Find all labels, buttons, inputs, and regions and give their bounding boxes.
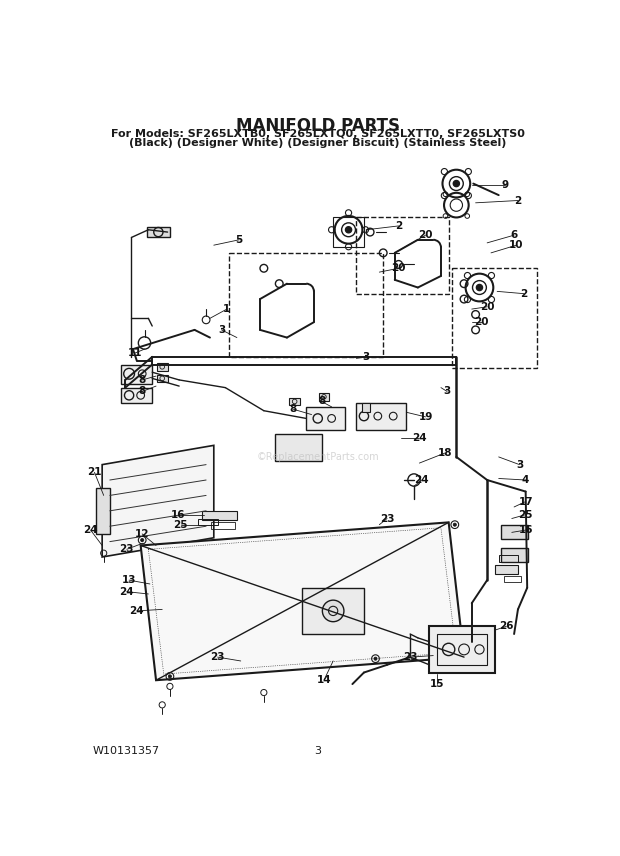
Text: 18: 18 [438, 448, 452, 458]
Bar [147, 228, 170, 237]
Bar [356, 403, 406, 430]
Text: 8: 8 [318, 396, 326, 407]
Text: 26: 26 [499, 621, 513, 632]
Bar [290, 398, 300, 406]
Text: 8: 8 [290, 404, 297, 414]
Bar [498, 556, 518, 562]
Text: 5: 5 [236, 235, 243, 245]
Polygon shape [141, 522, 464, 681]
Circle shape [345, 227, 352, 233]
Circle shape [322, 600, 344, 621]
Text: 23: 23 [380, 514, 394, 524]
Text: 2: 2 [395, 221, 402, 231]
Text: 23: 23 [403, 652, 417, 663]
Text: 24: 24 [414, 475, 429, 485]
Bar [303, 588, 364, 634]
Bar [319, 393, 329, 401]
Circle shape [169, 675, 172, 678]
Bar [157, 363, 167, 371]
Text: 16: 16 [170, 509, 185, 520]
Text: 9: 9 [502, 180, 508, 190]
Text: 2: 2 [515, 195, 521, 205]
Text: 20: 20 [474, 318, 489, 327]
Text: 25: 25 [174, 520, 188, 530]
Text: 24: 24 [120, 586, 134, 597]
Text: 25: 25 [518, 509, 533, 520]
Text: 20: 20 [418, 230, 433, 241]
Circle shape [453, 523, 456, 526]
Text: 24: 24 [130, 606, 144, 616]
Bar [122, 365, 152, 383]
Text: 16: 16 [518, 525, 533, 535]
Circle shape [374, 657, 377, 660]
Text: 19: 19 [418, 412, 433, 422]
Bar [501, 548, 528, 562]
Circle shape [141, 538, 144, 542]
Text: 3: 3 [516, 460, 523, 470]
Bar [501, 525, 528, 538]
Text: 12: 12 [135, 529, 149, 539]
Text: 10: 10 [509, 241, 524, 250]
Bar [202, 511, 237, 520]
Text: For Models: SF265LXTB0, SF265LXTQ0, SF265LXTT0, SF265LXTS0: For Models: SF265LXTB0, SF265LXTQ0, SF26… [111, 129, 525, 139]
Bar [198, 519, 218, 525]
Polygon shape [102, 445, 214, 557]
Text: 8: 8 [138, 375, 146, 385]
Text: 2: 2 [520, 288, 528, 299]
Text: 3: 3 [362, 352, 369, 362]
Bar [453, 268, 537, 368]
Text: ©ReplacementParts.com: ©ReplacementParts.com [257, 452, 379, 462]
Bar [504, 575, 521, 582]
Bar [356, 217, 449, 294]
Text: 11: 11 [128, 348, 143, 358]
Text: (Black) (Designer White) (Designer Biscuit) (Stainless Steel): (Black) (Designer White) (Designer Biscu… [129, 138, 507, 148]
Text: 13: 13 [122, 575, 136, 586]
Text: 21: 21 [87, 467, 102, 478]
Text: 6: 6 [510, 230, 518, 241]
Text: 3: 3 [314, 746, 321, 756]
Text: 20: 20 [391, 264, 406, 273]
Text: 24: 24 [412, 432, 427, 443]
Text: 20: 20 [480, 302, 494, 312]
Bar [275, 434, 322, 461]
Text: 23: 23 [210, 652, 225, 663]
Bar [122, 388, 152, 403]
Text: 3: 3 [443, 386, 451, 396]
Bar [229, 253, 383, 357]
Text: 17: 17 [518, 496, 533, 507]
Bar [211, 522, 234, 528]
Text: 4: 4 [522, 475, 529, 485]
Text: W10131357: W10131357 [93, 746, 160, 756]
Circle shape [476, 284, 482, 290]
Text: 23: 23 [120, 544, 134, 555]
Text: 24: 24 [83, 525, 98, 535]
Bar [430, 627, 495, 673]
Circle shape [453, 181, 459, 187]
Text: 8: 8 [138, 386, 146, 396]
Bar [363, 403, 370, 413]
Bar [495, 565, 518, 574]
Text: 14: 14 [317, 675, 331, 685]
Text: MANIFOLD PARTS: MANIFOLD PARTS [236, 116, 400, 134]
Bar [306, 407, 345, 430]
Bar [157, 375, 167, 383]
Bar [96, 488, 110, 534]
Bar [437, 634, 487, 665]
Text: 15: 15 [430, 679, 445, 689]
Text: 1: 1 [223, 304, 231, 314]
Text: 3: 3 [218, 325, 225, 335]
